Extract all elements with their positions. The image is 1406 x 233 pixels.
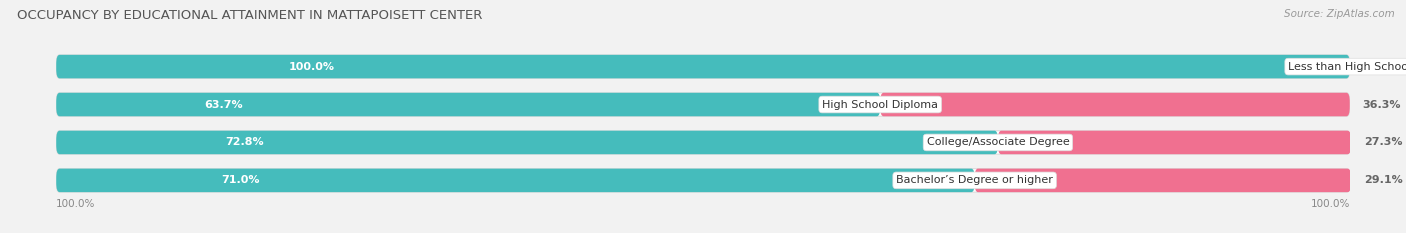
FancyBboxPatch shape [56,93,1350,116]
FancyBboxPatch shape [56,131,1350,154]
Text: 100.0%: 100.0% [1310,199,1350,209]
Text: 71.0%: 71.0% [222,175,260,185]
Text: 100.0%: 100.0% [290,62,335,72]
Text: High School Diploma: High School Diploma [823,99,938,110]
FancyBboxPatch shape [56,93,880,116]
FancyBboxPatch shape [56,55,1350,78]
Text: OCCUPANCY BY EDUCATIONAL ATTAINMENT IN MATTAPOISETT CENTER: OCCUPANCY BY EDUCATIONAL ATTAINMENT IN M… [17,9,482,22]
Text: 0.0%: 0.0% [1362,62,1393,72]
FancyBboxPatch shape [880,93,1350,116]
FancyBboxPatch shape [974,169,1351,192]
FancyBboxPatch shape [998,131,1351,154]
Text: Less than High School: Less than High School [1288,62,1406,72]
Text: College/Associate Degree: College/Associate Degree [927,137,1070,147]
Text: 63.7%: 63.7% [204,99,243,110]
Text: 100.0%: 100.0% [56,199,96,209]
FancyBboxPatch shape [56,55,1350,78]
Text: 27.3%: 27.3% [1364,137,1403,147]
FancyBboxPatch shape [56,131,998,154]
FancyBboxPatch shape [56,169,1350,192]
Text: Bachelor’s Degree or higher: Bachelor’s Degree or higher [896,175,1053,185]
Text: 72.8%: 72.8% [226,137,264,147]
Text: 29.1%: 29.1% [1364,175,1403,185]
FancyBboxPatch shape [56,169,974,192]
Text: 36.3%: 36.3% [1362,99,1402,110]
Text: Source: ZipAtlas.com: Source: ZipAtlas.com [1284,9,1395,19]
